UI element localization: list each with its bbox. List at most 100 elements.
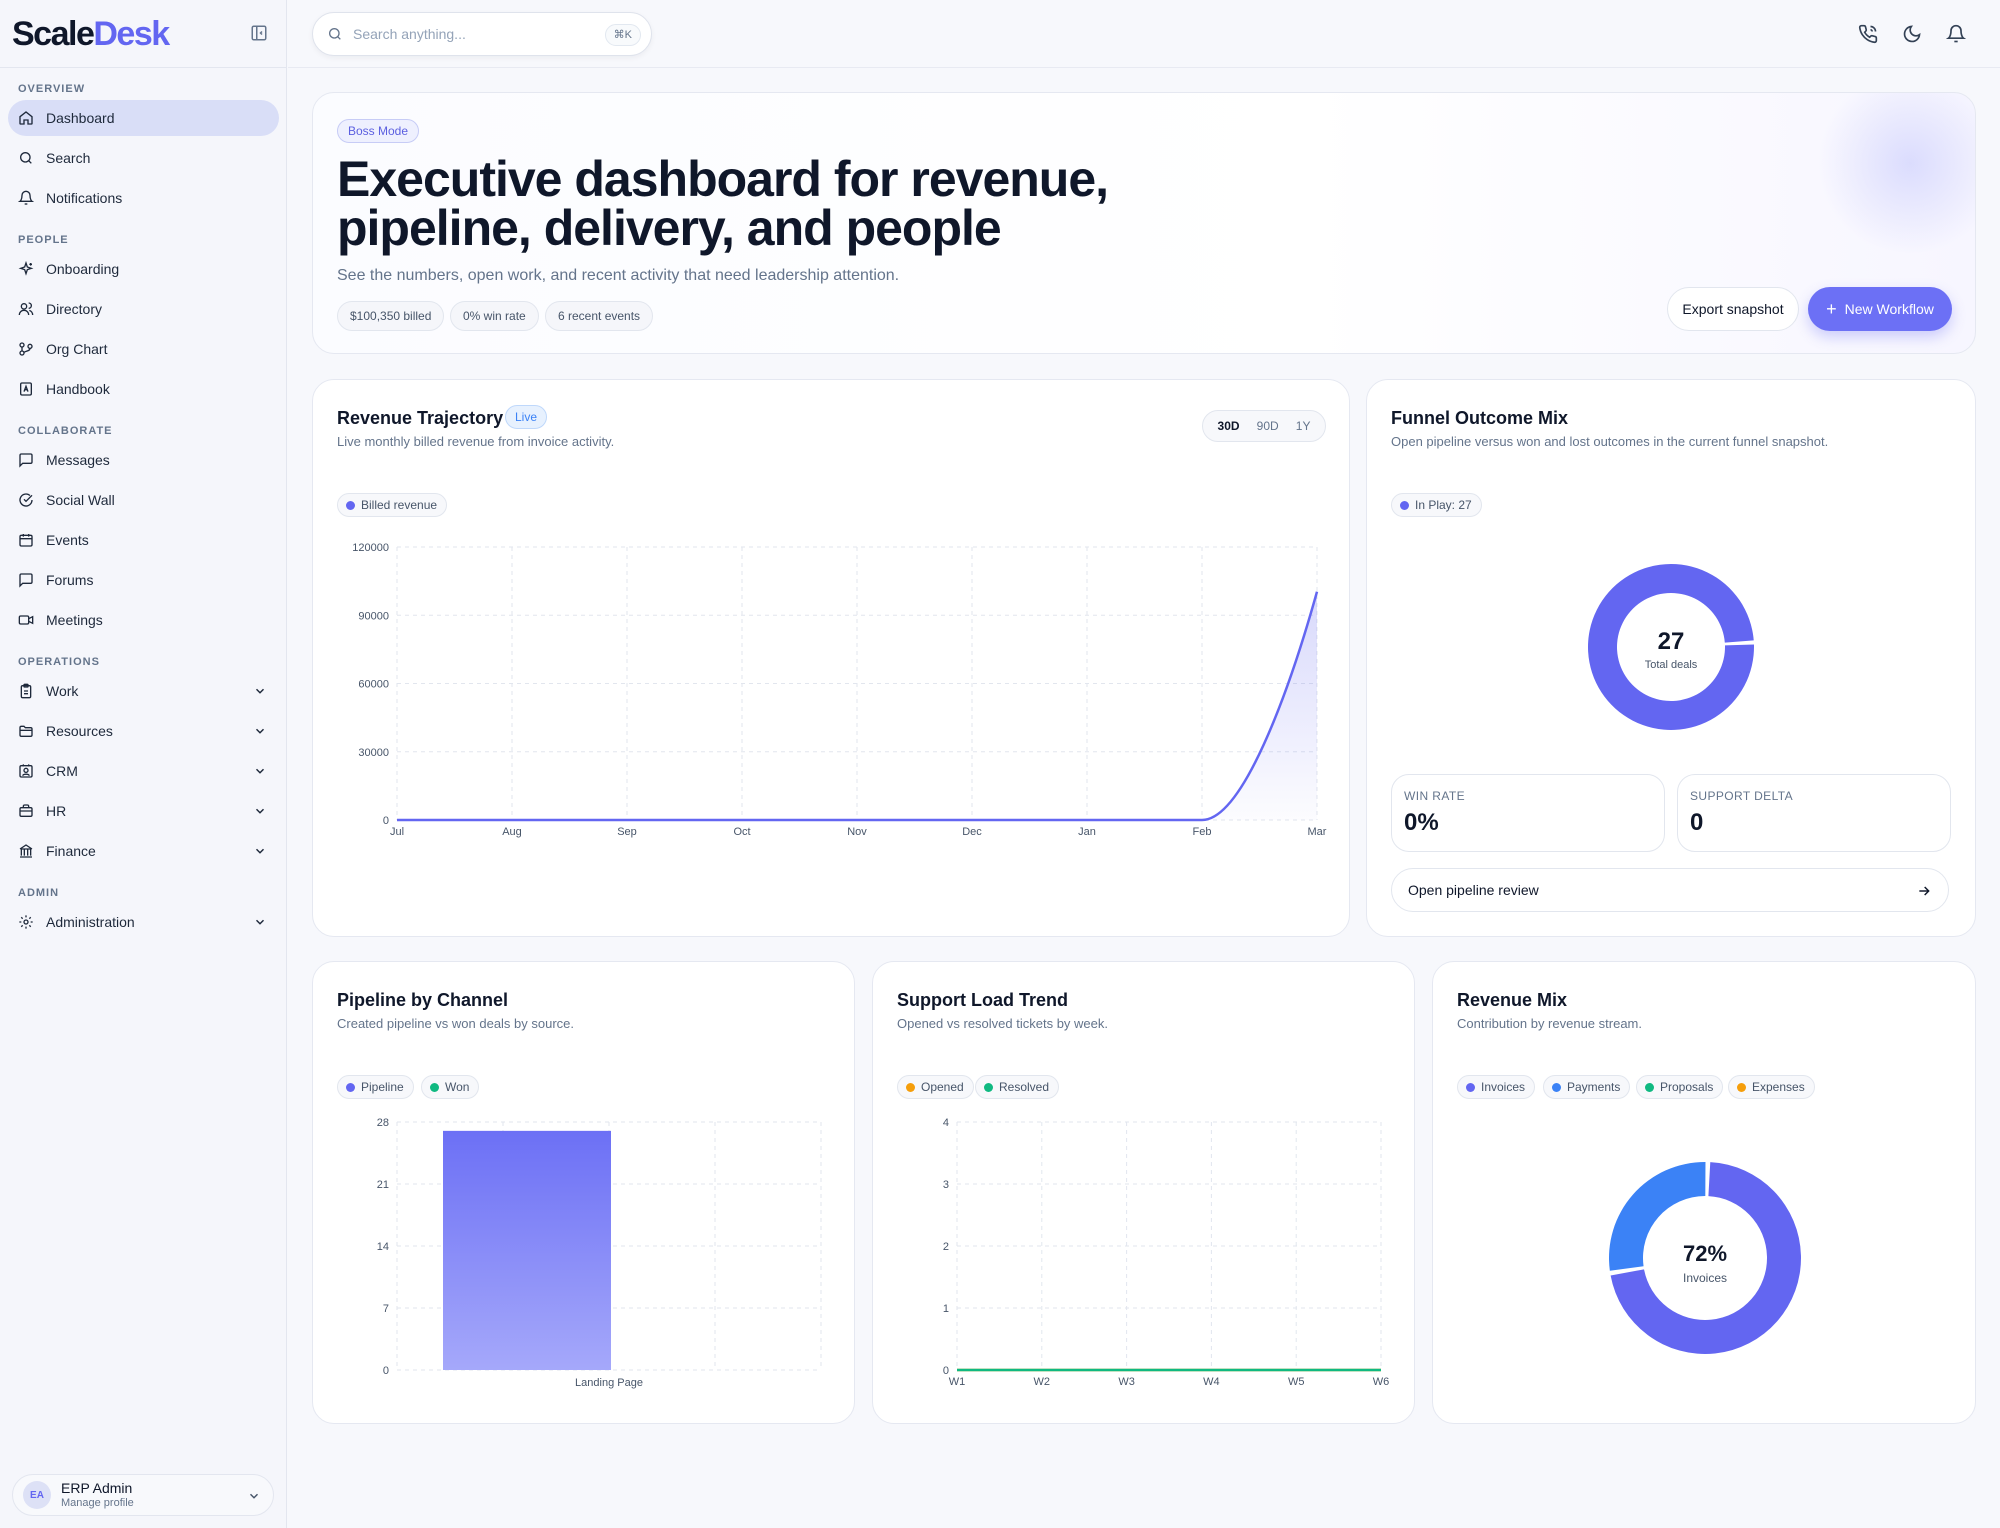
export-snapshot-button[interactable]: Export snapshot [1667, 287, 1799, 331]
moon-icon[interactable] [1902, 24, 1922, 44]
sidebar-item-search[interactable]: Search [8, 140, 279, 176]
card-title: Revenue Trajectory [337, 408, 504, 428]
sidebar-item-events[interactable]: Events [8, 522, 279, 558]
legend-dot [1466, 1082, 1475, 1092]
legend-resolved[interactable]: Resolved [975, 1075, 1060, 1099]
sidebar-item-forums[interactable]: Forums [8, 562, 279, 598]
sidebar-item-crm[interactable]: CRM [8, 753, 279, 789]
x-tick-label: Aug [502, 826, 522, 838]
range-30d-button[interactable]: 30D [1217, 419, 1240, 433]
support-delta-stat: SUPPORT DELTA 0 [1677, 774, 1951, 852]
brand-logo[interactable]: ScaleDesk [12, 15, 170, 53]
sidebar-item-label: Messages [46, 452, 110, 468]
sidebar-item-org-chart[interactable]: Org Chart [8, 331, 279, 367]
sidebar-item-dashboard[interactable]: Dashboard [8, 100, 279, 136]
search-icon [329, 28, 341, 40]
legend-label: Billed revenue [361, 498, 438, 512]
sidebar-collapse-icon[interactable] [250, 24, 268, 42]
sidebar-item-resources[interactable]: Resources [8, 713, 279, 749]
funnel-donut-chart: 27 Total deals [1588, 564, 1754, 731]
legend-dot [1737, 1082, 1746, 1092]
sidebar-item-label: Social Wall [46, 492, 115, 508]
chevron-down-icon[interactable] [253, 724, 267, 738]
sidebar: ScaleDesk OVERVIEW Dashboard Search Noti… [0, 0, 287, 1528]
legend-label: Resolved [999, 1080, 1050, 1094]
sidebar-item-work[interactable]: Work [8, 673, 279, 709]
x-tick-label: Nov [847, 826, 867, 838]
revenue-line [397, 591, 1319, 822]
x-tick-label: W3 [1118, 1376, 1135, 1388]
sidebar-item-label: Onboarding [46, 261, 120, 277]
y-tick-label: 21 [377, 1179, 389, 1191]
profile-menu[interactable]: EA ERP Admin Manage profile [12, 1474, 274, 1516]
chevron-down-icon[interactable] [253, 684, 267, 698]
video-icon [18, 615, 34, 625]
section-title-admin: ADMIN [18, 887, 60, 899]
sidebar-item-label: Finance [46, 843, 96, 859]
page-subtitle: See the numbers, open work, and recent a… [337, 267, 900, 284]
chevron-down-icon[interactable] [253, 844, 267, 858]
sidebar-item-notifications[interactable]: Notifications [8, 180, 279, 216]
sidebar-item-administration[interactable]: Administration [8, 904, 279, 940]
range-90d-button[interactable]: 90D [1256, 419, 1279, 433]
funnel-outcome-card: Funnel Outcome Mix Open pipeline versus … [1366, 379, 1976, 937]
support-line-chart: 0 1 2 3 4 W1 W2 W3 W4 W5 W6 [943, 1117, 1389, 1388]
sidebar-item-label: Directory [46, 301, 103, 317]
sparkles-icon [18, 261, 34, 276]
book-icon [20, 382, 32, 396]
chevron-down-icon[interactable] [253, 764, 267, 778]
gear-icon [19, 915, 33, 929]
message-square-icon [19, 573, 33, 588]
sidebar-item-label: Work [46, 683, 79, 699]
sidebar-item-meetings[interactable]: Meetings [8, 602, 279, 638]
legend-payments[interactable]: Payments [1543, 1075, 1631, 1099]
sidebar-item-finance[interactable]: Finance [8, 833, 279, 869]
legend-won[interactable]: Won [421, 1075, 480, 1099]
y-tick-label: 28 [377, 1117, 389, 1129]
range-toggle: 30D 90D 1Y [1202, 410, 1326, 442]
search-input[interactable]: Search anything... ⌘K [312, 12, 652, 56]
new-workflow-button[interactable]: + New Workflow [1808, 287, 1952, 331]
revenue-chart: 0 30000 60000 90000 120000 Jul Aug Sep Oct Nov Dec… [352, 542, 1327, 838]
sidebar-item-social-wall[interactable]: Social Wall [8, 482, 279, 518]
sidebar-item-label: Handbook [46, 381, 110, 397]
recent-events-chip: 6 recent events [545, 301, 654, 331]
legend-expenses[interactable]: Expenses [1728, 1075, 1815, 1099]
chevron-down-icon[interactable] [247, 1489, 261, 1503]
legend-label: Expenses [1752, 1080, 1805, 1094]
x-tick-label: Jul [390, 826, 404, 838]
stat-label: SUPPORT DELTA [1690, 789, 1794, 803]
section-title-operations: OPERATIONS [18, 656, 100, 668]
range-1y-button[interactable]: 1Y [1295, 419, 1311, 433]
card-title: Support Load Trend [897, 990, 1068, 1010]
sidebar-item-label: Meetings [46, 612, 103, 628]
chevron-down-icon[interactable] [253, 915, 267, 929]
x-tick-label: W4 [1203, 1376, 1220, 1388]
legend-opened[interactable]: Opened [897, 1075, 974, 1099]
mix-slice [1609, 1162, 1706, 1271]
hero-glow [1815, 93, 1975, 253]
legend-billed-revenue[interactable]: Billed revenue [337, 493, 448, 517]
phone-icon[interactable] [1858, 24, 1878, 44]
arrow-right-icon [1919, 886, 1930, 896]
sidebar-item-messages[interactable]: Messages [8, 442, 279, 478]
legend-invoices[interactable]: Invoices [1457, 1075, 1536, 1099]
win-rate-chip: 0% win rate [450, 301, 539, 331]
legend-proposals[interactable]: Proposals [1636, 1075, 1724, 1099]
sidebar-item-hr[interactable]: HR [8, 793, 279, 829]
section-title-people: PEOPLE [18, 234, 69, 246]
open-pipeline-review-link[interactable]: Open pipeline review [1391, 868, 1949, 912]
revenue-trajectory-card: Revenue Trajectory Live Live monthly bil… [312, 379, 1350, 937]
chevron-down-icon[interactable] [253, 804, 267, 818]
sidebar-item-handbook[interactable]: Handbook [8, 371, 279, 407]
legend-in-play[interactable]: In Play: 27 [1391, 493, 1482, 517]
sidebar-item-directory[interactable]: Directory [8, 291, 279, 327]
legend-pipeline[interactable]: Pipeline [337, 1075, 414, 1099]
funnel-slice [1588, 564, 1754, 731]
y-tick-label: 4 [943, 1117, 949, 1129]
card-title: Pipeline by Channel [337, 990, 509, 1010]
sidebar-item-onboarding[interactable]: Onboarding [8, 251, 279, 287]
plus-icon: + [1826, 299, 1837, 319]
bell-icon[interactable] [1946, 24, 1966, 44]
revenue-mix-card: Revenue Mix Contribution by revenue stre… [1432, 961, 1976, 1424]
